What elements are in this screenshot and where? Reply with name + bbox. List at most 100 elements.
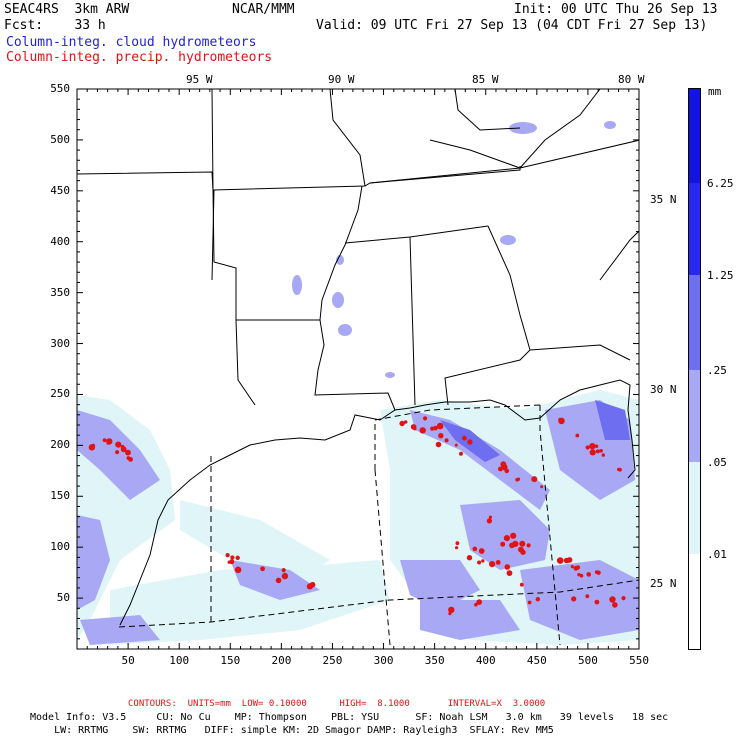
colorbar-segment-5 — [688, 462, 701, 554]
colorbar-segment-3 — [688, 275, 701, 370]
colorbar-segment-4 — [688, 370, 701, 462]
precip-cell — [573, 565, 579, 571]
lat-label-35n: 35 N — [650, 193, 677, 206]
x-tick-label: 250 — [322, 654, 343, 667]
precip-cell — [504, 564, 511, 570]
x-tick-label: 350 — [424, 654, 445, 667]
lon-label-90w: 90 W — [328, 73, 355, 86]
precip-cell — [225, 553, 230, 558]
precip-cell — [586, 572, 591, 577]
precip-cell — [281, 568, 286, 573]
coastline — [119, 379, 636, 626]
map-frame — [76, 88, 640, 650]
precip-cell — [477, 560, 482, 565]
precip-cell — [476, 599, 483, 605]
boundaries — [77, 89, 639, 411]
precip-cell — [518, 546, 524, 553]
precip-cell — [438, 433, 444, 439]
y-tick-label: 300 — [50, 336, 71, 350]
precip-cell — [454, 443, 458, 447]
x-tick-label: 150 — [220, 654, 241, 667]
precip-cell — [260, 566, 265, 572]
precip-cell — [466, 555, 473, 561]
y-tick-label: 350 — [50, 285, 71, 299]
precip-cell — [120, 446, 127, 453]
precip-cell — [575, 433, 580, 438]
domain-outline — [118, 404, 639, 646]
colorbar-label-6-25: 6.25 — [707, 177, 734, 190]
model-info-line2: LW: RRTMG SW: RRTMG DIFF: simple KM: 2D … — [30, 725, 554, 736]
precip-cell — [467, 439, 473, 445]
precip-cell — [585, 594, 590, 599]
y-tick-label: 150 — [50, 489, 71, 503]
precip-cell — [506, 570, 513, 576]
precip-cell — [556, 557, 564, 564]
precip-cell — [571, 596, 577, 602]
x-tick-label: 100 — [169, 654, 190, 667]
precip-cell — [501, 463, 508, 471]
precip-cell — [609, 596, 616, 603]
y-tick-label: 450 — [50, 183, 71, 197]
precip-cell — [410, 424, 417, 430]
colorbar-segment-2 — [688, 183, 701, 275]
precip-cell — [455, 541, 460, 546]
precip-cell — [595, 449, 600, 454]
precip-cell — [489, 561, 496, 568]
precip-cell — [235, 555, 240, 560]
precip-cell — [433, 425, 438, 431]
precip-cell — [488, 515, 492, 519]
precip-cell — [594, 444, 599, 448]
precip-cell — [510, 532, 517, 539]
precip-cell — [570, 565, 574, 569]
precip-cell — [91, 443, 96, 448]
precip-cell — [281, 572, 289, 580]
x-tick-label: 200 — [271, 654, 292, 667]
precip-cell — [535, 597, 540, 602]
forecast-hour: Fcst: 33 h — [4, 18, 106, 33]
colorbar-unit: mm — [708, 85, 722, 98]
precip-cell — [531, 476, 538, 483]
precip-cell — [526, 543, 531, 548]
lon-label-85w: 85 W — [472, 73, 499, 86]
precip-cell — [585, 445, 590, 450]
precip-cell — [519, 582, 524, 587]
precip-cell — [230, 555, 235, 560]
precip-cell — [519, 540, 526, 547]
precip-cell — [399, 420, 405, 427]
precip-cell — [601, 453, 605, 457]
y-tick-label: 250 — [50, 387, 71, 401]
precip-cell — [430, 426, 435, 431]
precip-cell — [472, 546, 478, 552]
model-info-line1: Model Info: V3.5 CU: No Cu MP: Thompson … — [30, 712, 669, 723]
precip-cell — [503, 535, 510, 542]
y-tick-label: 200 — [50, 438, 71, 452]
precip-cell — [495, 560, 501, 565]
lon-label-80w: 80 W — [618, 73, 645, 86]
precip-cell — [621, 596, 626, 601]
colorbar-label-0-01: .01 — [707, 548, 727, 561]
org-label: NCAR/MMM — [232, 2, 295, 17]
precip-cell — [128, 457, 134, 462]
colorbar-label-0-25: .25 — [707, 364, 727, 377]
precip-cell — [577, 573, 581, 577]
precip-cell — [115, 441, 122, 448]
precip-cell — [115, 450, 120, 455]
precip-cell — [234, 566, 242, 574]
y-tick-label: 100 — [50, 540, 71, 554]
legend-cloud: Column-integ. cloud hydrometeors — [6, 35, 257, 50]
precip-cell — [612, 602, 618, 608]
precip-cell — [462, 435, 467, 441]
precip-cell — [540, 485, 544, 489]
x-tick-label: 300 — [373, 654, 394, 667]
y-tick-label: 550 — [50, 82, 71, 95]
lon-label-95w: 95 W — [186, 73, 213, 86]
lat-label-25n: 25 N — [650, 577, 677, 590]
precip-cell — [617, 467, 621, 471]
x-tick-label: 550 — [629, 654, 649, 667]
precip-cell — [102, 438, 107, 443]
precip-cell — [436, 422, 444, 430]
colorbar-label-1-25: 1.25 — [707, 269, 734, 282]
x-tick-label: 50 — [121, 654, 135, 667]
precip-cell — [589, 443, 596, 450]
